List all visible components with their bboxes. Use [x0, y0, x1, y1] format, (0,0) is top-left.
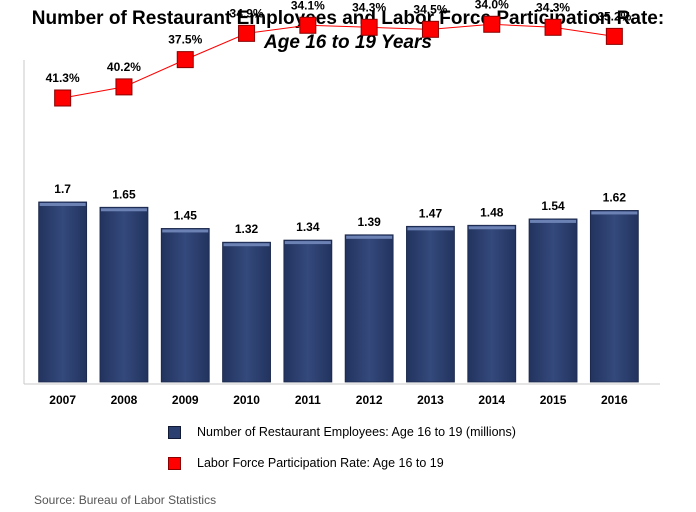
bar-highlight-2015	[530, 219, 577, 223]
x-tick-label: 2009	[172, 393, 199, 407]
rate-value-label: 34.3%	[352, 0, 386, 14]
combo-chart: 1.7 1.651.451.32 1.34 1.391.47 1.48 1.541.62 …	[23, 0, 660, 407]
bar-value-label: 1.54	[541, 199, 565, 213]
x-tick-label: 2007	[49, 393, 76, 407]
bar-value-label: 1.47	[419, 206, 443, 220]
x-tick-label: 2014	[478, 393, 505, 407]
bar-value-label: 1.48	[480, 205, 504, 219]
marker-2011	[299, 16, 317, 34]
bar-2013	[406, 225, 455, 383]
bar-value-label: 1.39	[357, 215, 381, 229]
rate-value-label: 41.3%	[46, 71, 80, 85]
bar-2007	[38, 201, 88, 383]
bar-highlight-2013	[407, 227, 454, 231]
marker-2009	[176, 51, 194, 69]
bar-value-label: 1.34	[296, 220, 320, 234]
chart-subtitle: Age 16 to 19 Years	[264, 32, 432, 53]
bar-value-label: 1.7	[54, 182, 71, 196]
x-tick-label: 2013	[417, 393, 444, 407]
legend-item-employees: Number of Restaurant Employees: Age 16 t…	[168, 425, 516, 439]
legend-label-participation: Labor Force Participation Rate: Age 16 t…	[197, 456, 444, 470]
bar-highlight-2009	[162, 229, 209, 233]
source-note: Source: Bureau of Labor Statistics	[34, 493, 217, 507]
chart-title: Number of Restaurant Employees and Labor…	[31, 8, 665, 29]
rate-value-label: 34.9%	[230, 6, 264, 20]
rate-value-label: 35.2%	[597, 9, 631, 23]
x-tick-label: 2008	[111, 393, 138, 407]
legend-label-employees: Number of Restaurant Employees: Age 16 t…	[197, 425, 516, 439]
rate-value-label: 34.0%	[475, 0, 509, 11]
bar-highlight-2016	[591, 211, 638, 215]
bar-highlight-2010	[223, 243, 270, 247]
rate-value-label: 34.3%	[536, 0, 570, 14]
marker-2008	[115, 78, 133, 96]
rate-value-label: 34.1%	[291, 0, 325, 12]
marker-2012	[360, 18, 378, 36]
bar-value-label: 1.32	[235, 222, 259, 236]
legend-swatch-marker	[168, 456, 181, 470]
marker-2015	[544, 18, 562, 36]
bar-value-label: 1.62	[603, 190, 627, 204]
bar-2014	[467, 224, 517, 383]
bar-2008	[99, 206, 149, 383]
x-tick-label: 2016	[601, 393, 628, 407]
x-tick-label: 2010	[233, 393, 260, 407]
participation-line	[62, 23, 615, 99]
bar-highlight-2008	[100, 208, 147, 212]
marker-2014	[483, 15, 501, 33]
marker-2010	[238, 24, 256, 42]
bar-2015	[528, 218, 578, 383]
marker-2016	[605, 27, 623, 45]
bar-2009	[160, 228, 210, 383]
bar-value-label: 1.65	[112, 187, 136, 201]
rate-value-label: 37.5%	[168, 33, 202, 47]
bar-2012	[344, 234, 394, 383]
bar-2011	[283, 239, 333, 383]
bar-highlight-2011	[284, 241, 331, 245]
marker-2007	[54, 89, 72, 107]
bar-highlight-2014	[468, 226, 515, 230]
legend-swatch-bar	[168, 425, 181, 439]
rate-value-label: 40.2%	[107, 60, 141, 74]
bar-2010	[222, 241, 271, 383]
rate-value-label: 34.5%	[413, 2, 447, 16]
legend-item-participation: Labor Force Participation Rate: Age 16 t…	[168, 456, 444, 470]
marker-2013	[421, 20, 439, 38]
bar-highlight-2012	[346, 235, 393, 239]
x-tick-label: 2012	[356, 393, 383, 407]
x-tick-label: 2015	[540, 393, 567, 407]
bar-highlight-2007	[39, 202, 86, 206]
bar-value-label: 1.45	[174, 208, 198, 222]
bar-2016	[589, 210, 639, 383]
x-tick-label: 2011	[295, 393, 321, 407]
